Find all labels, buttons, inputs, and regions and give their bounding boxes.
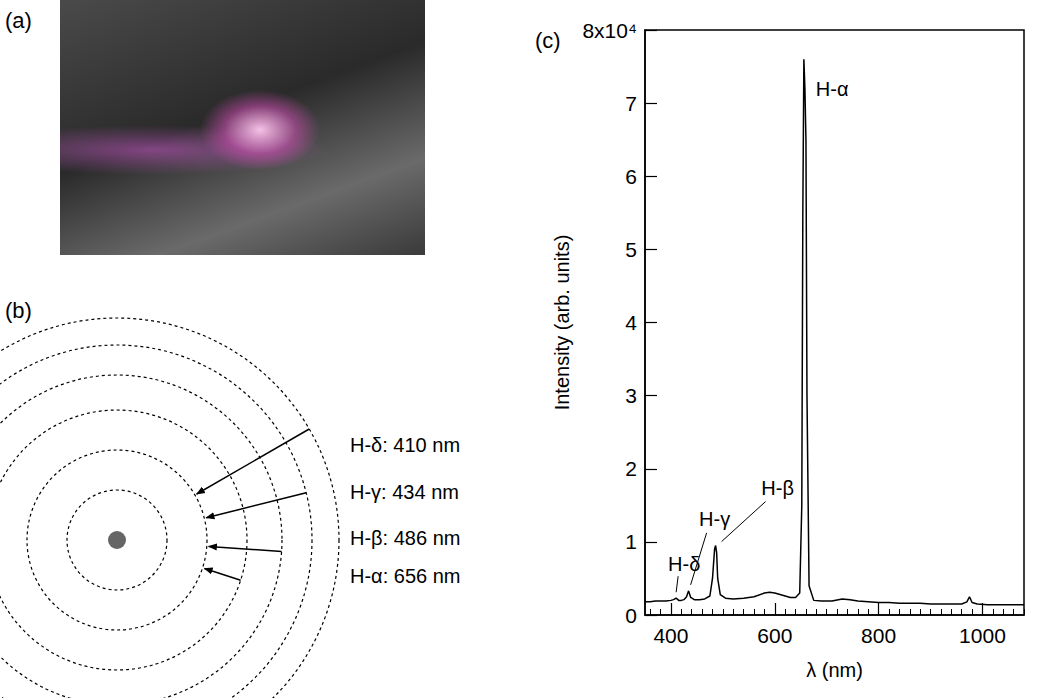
svg-text:H-α: H-α xyxy=(816,78,849,100)
html-text:(c): (c) xyxy=(535,28,561,53)
svg-text:H-γ: 434 nm: H-γ: 434 nm xyxy=(350,481,459,503)
svg-text:H-α: 656 nm: H-α: 656 nm xyxy=(350,565,461,587)
svg-text:400: 400 xyxy=(653,624,688,647)
svg-text:0: 0 xyxy=(625,604,637,627)
svg-text:7: 7 xyxy=(625,92,637,115)
svg-text:600: 600 xyxy=(757,624,792,647)
svg-text:3: 3 xyxy=(625,384,637,407)
svg-text:H-β: H-β xyxy=(761,477,794,499)
svg-text:1000: 1000 xyxy=(959,624,1006,647)
svg-text:H-δ: 410 nm: H-δ: 410 nm xyxy=(350,434,460,456)
svg-text:H-δ: H-δ xyxy=(668,553,700,575)
svg-text:H-γ: H-γ xyxy=(699,508,730,530)
svg-text:4: 4 xyxy=(625,311,637,334)
html-text:(a): (a) xyxy=(5,8,32,33)
svg-text:8x10⁴: 8x10⁴ xyxy=(582,19,637,42)
svg-text:2: 2 xyxy=(625,457,637,480)
svg-text:Intensity (arb. units): Intensity (arb. units) xyxy=(551,235,573,411)
svg-text:5: 5 xyxy=(625,238,637,261)
svg-text:λ (nm): λ (nm) xyxy=(806,659,863,681)
svg-text:1: 1 xyxy=(625,530,637,553)
svg-text:800: 800 xyxy=(861,624,896,647)
html-text:(b): (b) xyxy=(5,298,32,323)
svg-text:6: 6 xyxy=(625,165,637,188)
svg-text:H-β: 486 nm: H-β: 486 nm xyxy=(350,527,460,549)
